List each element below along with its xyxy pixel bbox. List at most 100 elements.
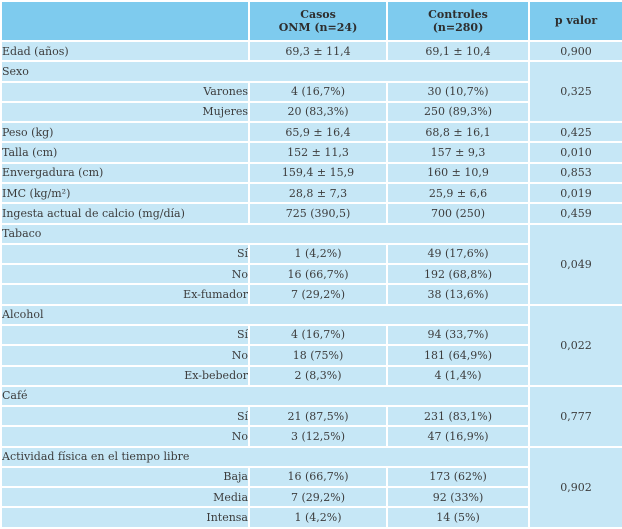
controles-value: 250 (89,3%) [386, 100, 530, 124]
casos-value: 725 (390,5) [248, 202, 388, 225]
table-row: Ingesta actual de calcio (mg/día) 725 (39… [0, 202, 622, 225]
casos-value: 7 (29,2%) [248, 283, 388, 306]
row-sublabel: No [0, 425, 250, 448]
controles-value: 14 (5%) [386, 506, 530, 529]
casos-value: 28,8 ± 7,3 [248, 181, 388, 205]
controles-value: 30 (10,7%) [386, 80, 530, 103]
table-row: IMC (kg/m²) 28,8 ± 7,3 25,9 ± 6,6 0,019 [0, 181, 622, 205]
row-sublabel: Mujeres [0, 100, 250, 124]
row-label: Talla (cm) [0, 141, 250, 164]
table-row: Sexo 0,325 [0, 60, 622, 124]
controles-value: 68,8 ± 16,1 [386, 121, 530, 144]
row-sublabel: Sí [0, 242, 250, 266]
casos-value: 2 (8,3%) [248, 364, 388, 387]
header-casos-line2: ONM (n=24) [278, 21, 358, 34]
row-sublabel: Media [0, 486, 250, 509]
casos-value: 16 (66,7%) [248, 465, 388, 489]
casos-value: 4 (16,7%) [248, 80, 388, 103]
casos-value: 3 (12,5%) [248, 425, 388, 448]
table-row: Edad (años) 69,3 ± 11,4 69,1 ± 10,4 0,900 [0, 39, 622, 63]
header-empty-cell [0, 0, 250, 42]
row-sublabel: Sí [0, 405, 250, 428]
casos-value: 69,3 ± 11,4 [248, 39, 388, 63]
header-pvalor-cell: p valor [528, 0, 622, 42]
group-label: Sexo [0, 60, 530, 83]
p-value: 0,010 [528, 141, 622, 164]
row-sublabel: Sí [0, 323, 250, 347]
casos-value: 65,9 ± 16,4 [248, 121, 388, 144]
row-sublabel: Intensa [0, 506, 250, 529]
p-value: 0,022 [528, 303, 622, 387]
table-row: Baja 16 (66,7%) 173 (62%) [0, 465, 622, 489]
row-label: Ingesta actual de calcio (mg/día) [0, 202, 250, 225]
casos-value: 7 (29,2%) [248, 486, 388, 509]
controles-value: 700 (250) [386, 202, 530, 225]
header-row: Casos ONM (n=24) Controles (n=280) p val… [0, 0, 622, 42]
casos-value: 152 ± 11,3 [248, 141, 388, 164]
table-row: Media 7 (29,2%) 92 (33%) [0, 486, 622, 509]
controles-value: 94 (33,7%) [386, 323, 530, 347]
table-header: Casos ONM (n=24) Controles (n=280) p val… [0, 0, 622, 42]
table-row: Sí 21 (87,5%) 231 (83,1%) [0, 405, 622, 428]
header-controles-line2: (n=280) [432, 21, 484, 34]
casos-value: 4 (16,7%) [248, 323, 388, 347]
table-row: Sí 1 (4,2%) 49 (17,6%) [0, 242, 622, 266]
controles-value: 25,9 ± 6,6 [386, 181, 530, 205]
row-sublabel: Ex-fumador [0, 283, 250, 306]
table-row: Actividad física en el tiempo libre 0,902 [0, 445, 622, 529]
header-casos-line1: Casos [300, 7, 336, 21]
group-label: Café [0, 384, 530, 408]
row-label: Edad (años) [0, 39, 250, 63]
table-row: No 16 (66,7%) 192 (68,8%) [0, 263, 622, 286]
casos-value: 18 (75%) [248, 344, 388, 367]
controles-value: 69,1 ± 10,4 [386, 39, 530, 63]
controles-value: 92 (33%) [386, 486, 530, 509]
table-row: Ex-fumador 7 (29,2%) 38 (13,6%) [0, 283, 622, 306]
p-value: 0,019 [528, 181, 622, 205]
header-controles-line1: Controles [428, 7, 488, 21]
table-row: No 3 (12,5%) 47 (16,9%) [0, 425, 622, 448]
controles-value: 160 ± 10,9 [386, 161, 530, 184]
table-row: Ex-bebedor 2 (8,3%) 4 (1,4%) [0, 364, 622, 387]
p-value: 0,853 [528, 161, 622, 184]
controles-value: 192 (68,8%) [386, 263, 530, 286]
casos-value: 20 (83,3%) [248, 100, 388, 124]
group-label: Alcohol [0, 303, 530, 326]
casos-value: 16 (66,7%) [248, 263, 388, 286]
controles-value: 231 (83,1%) [386, 405, 530, 428]
p-value: 0,902 [528, 445, 622, 529]
controles-value: 4 (1,4%) [386, 364, 530, 387]
row-sublabel: Ex-bebedor [0, 364, 250, 387]
row-sublabel: Baja [0, 465, 250, 489]
table-row: Envergadura (cm) 159,4 ± 15,9 160 ± 10,9 0,… [0, 161, 622, 184]
row-label: Peso (kg) [0, 121, 250, 144]
controles-value: 47 (16,9%) [386, 425, 530, 448]
table-row: Peso (kg) 65,9 ± 16,4 68,8 ± 16,1 0,425 [0, 121, 622, 144]
row-sublabel: No [0, 344, 250, 367]
table-row: No 18 (75%) 181 (64,9%) [0, 344, 622, 367]
casos-value: 21 (87,5%) [248, 405, 388, 428]
casos-value: 1 (4,2%) [248, 506, 388, 529]
group-label: Actividad física en el tiempo libre [0, 445, 530, 468]
casos-value: 1 (4,2%) [248, 242, 388, 266]
table-row: Café 0,777 [0, 384, 622, 448]
table-row: Intensa 1 (4,2%) 14 (5%) [0, 506, 622, 529]
group-label: Tabaco [0, 222, 530, 245]
controles-value: 157 ± 9,3 [386, 141, 530, 164]
table-row: Sí 4 (16,7%) 94 (33,7%) [0, 323, 622, 347]
row-label: IMC (kg/m²) [0, 181, 250, 205]
controles-value: 49 (17,6%) [386, 242, 530, 266]
table-body: Edad (años) 69,3 ± 11,4 69,1 ± 10,4 0,900 Se… [0, 39, 622, 529]
p-value: 0,049 [528, 222, 622, 306]
header-casos-cell: Casos ONM (n=24) [248, 0, 388, 42]
p-value: 0,459 [528, 202, 622, 225]
p-value: 0,325 [528, 60, 622, 124]
p-value: 0,900 [528, 39, 622, 63]
controles-value: 38 (13,6%) [386, 283, 530, 306]
row-sublabel: No [0, 263, 250, 286]
p-value: 0,425 [528, 121, 622, 144]
table-row: Talla (cm) 152 ± 11,3 157 ± 9,3 0,010 [0, 141, 622, 164]
controles-value: 173 (62%) [386, 465, 530, 489]
p-value: 0,777 [528, 384, 622, 448]
